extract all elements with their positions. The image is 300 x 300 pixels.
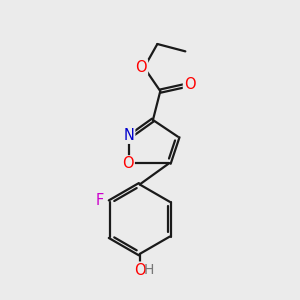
Text: N: N [123,128,134,143]
Text: H: H [144,263,154,277]
Text: O: O [134,262,146,278]
Text: F: F [96,193,104,208]
Text: O: O [135,60,147,75]
Text: O: O [184,77,196,92]
Text: O: O [122,156,134,171]
